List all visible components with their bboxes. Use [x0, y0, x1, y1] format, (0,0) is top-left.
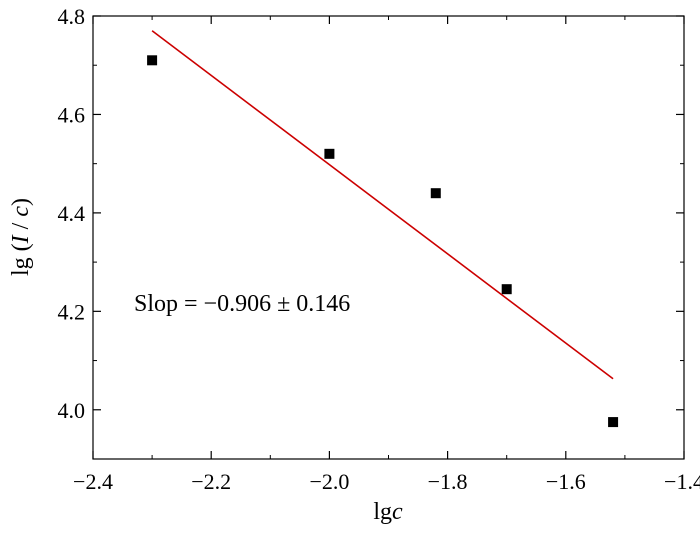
data-point — [501, 284, 512, 295]
y-axis-label: lg (I / c) — [8, 198, 34, 276]
y-tick-label: 4.4 — [58, 201, 86, 226]
y-tick-label: 4.8 — [58, 4, 86, 29]
plot-frame — [92, 15, 685, 460]
x-tick-label: −2.2 — [191, 469, 231, 494]
x-tick-label: −1.4 — [664, 469, 700, 494]
y-tick-label: 4.0 — [58, 398, 86, 423]
fit-line — [151, 30, 614, 380]
x-axis-tick-labels: −2.4 −2.2 −2.0 −1.8 −1.6 −1.4 — [73, 469, 700, 494]
x-axis-ticks — [92, 16, 685, 459]
x-axis-label-prefix: lg — [373, 499, 392, 525]
x-tick-label: −2.4 — [73, 469, 113, 494]
y-axis-label-prefix: lg ( — [8, 243, 34, 276]
y-axis-ticks — [93, 15, 684, 460]
data-point — [324, 148, 335, 159]
data-point — [430, 188, 441, 199]
y-axis-tick-labels: 4.0 4.2 4.4 4.6 4.8 — [58, 4, 86, 423]
x-axis-label-var: c — [392, 499, 403, 525]
x-axis-label: lgc — [373, 499, 403, 525]
x-tick-label: −2.0 — [309, 469, 349, 494]
data-points — [147, 55, 619, 428]
y-axis-label-var2: c — [8, 206, 34, 217]
x-tick-label: −1.6 — [546, 469, 586, 494]
y-axis-label-suffix: ) — [8, 198, 34, 206]
y-axis-label-sep: / — [8, 217, 34, 236]
y-axis-label-var1: I — [8, 234, 34, 244]
x-tick-label: −1.8 — [428, 469, 468, 494]
y-tick-label: 4.6 — [58, 102, 86, 127]
data-point — [608, 417, 619, 428]
annotation-slope: Slop = −0.906 ± 0.146 — [134, 291, 350, 317]
y-tick-label: 4.2 — [58, 299, 86, 324]
data-point — [147, 55, 158, 66]
